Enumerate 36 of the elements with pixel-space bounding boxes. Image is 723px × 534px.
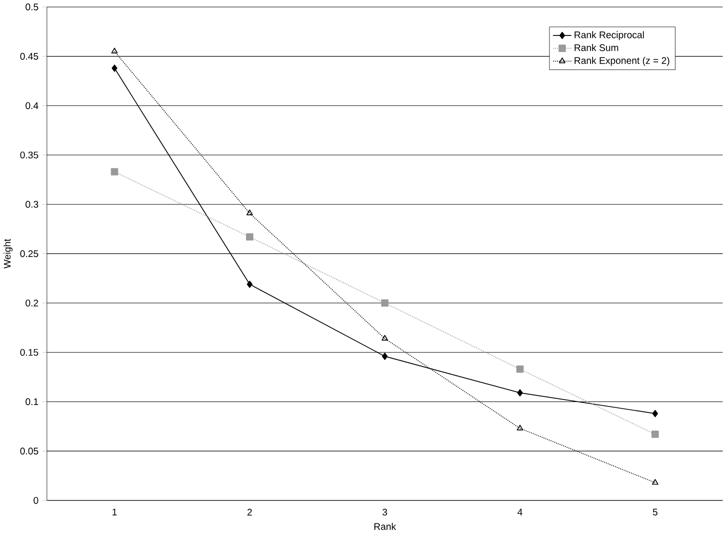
x-tick-label: 2 [247, 508, 252, 516]
y-tick-label: 0.1 [26, 398, 38, 406]
point [381, 300, 388, 307]
legend-label: Rank Sum [574, 44, 618, 52]
point [652, 479, 658, 485]
point [246, 280, 253, 288]
point [246, 234, 254, 241]
y-tick-label: 0.35 [20, 152, 38, 159]
y-tick-label: 0.05 [20, 448, 38, 455]
legend-label: Rank Exponent (z = 2) [574, 57, 670, 66]
point [246, 210, 253, 216]
x-tick-label: 1 [112, 508, 117, 516]
point [516, 366, 524, 374]
x-tick-label: 4 [518, 508, 522, 516]
point [382, 335, 388, 341]
y-tick-label: 0.4 [26, 102, 38, 110]
point [112, 64, 118, 72]
y-tick-label: 0.15 [20, 349, 38, 356]
y-tick-label: 0.2 [26, 300, 38, 307]
x-tick-label: 3 [382, 508, 388, 516]
x-tick-label: 5 [652, 508, 658, 516]
y-tick-label: 0 [34, 497, 38, 504]
y-tick-label: 0.25 [20, 250, 38, 258]
point [111, 48, 118, 54]
y-tick-label: 0.5 [26, 4, 38, 11]
y-tick-label: 0.45 [20, 53, 38, 60]
point [516, 424, 524, 431]
point [110, 168, 118, 176]
point [652, 430, 659, 438]
point [652, 410, 658, 418]
point [382, 352, 388, 360]
legend-label: Rank Reciprocal [574, 31, 644, 40]
x-axis-title: Rank [374, 523, 396, 530]
y-axis-title: Weight [4, 239, 13, 269]
y-tick-label: 0.3 [26, 201, 38, 208]
point [517, 389, 523, 397]
